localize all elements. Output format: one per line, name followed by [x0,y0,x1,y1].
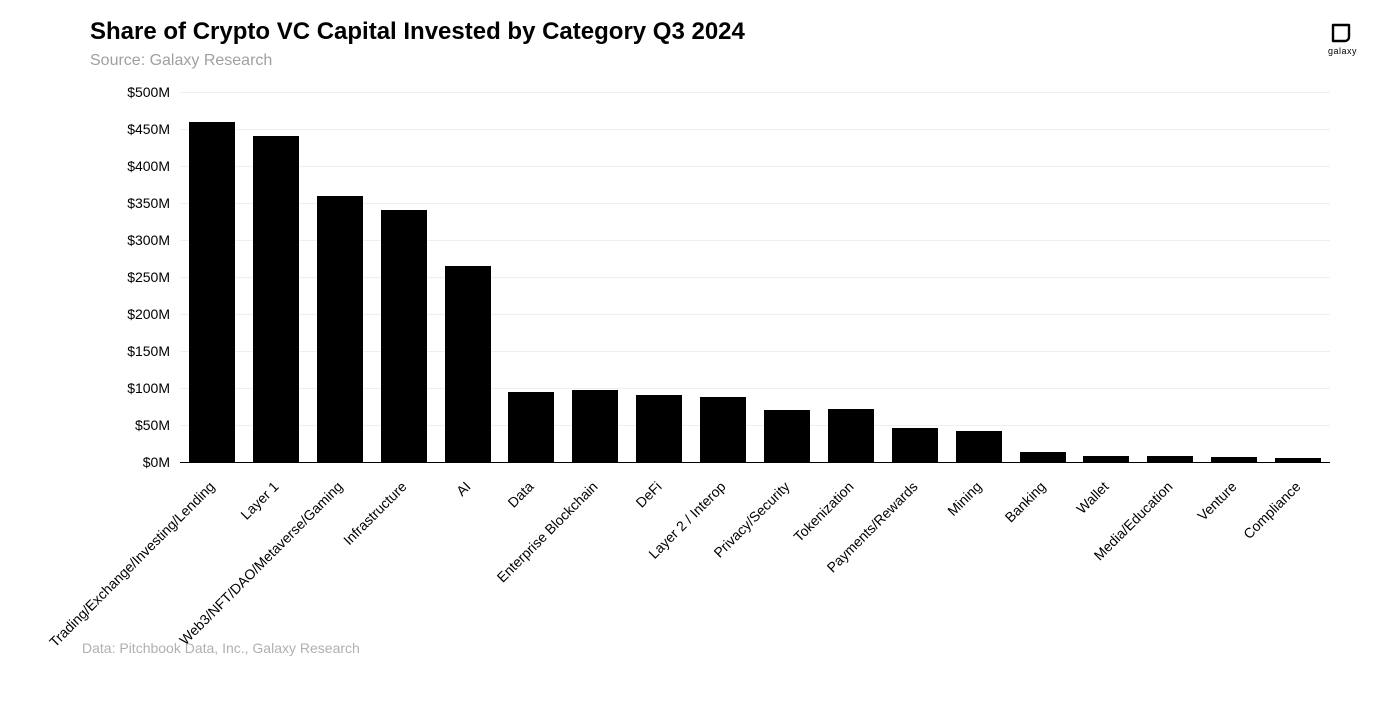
bar [764,410,810,462]
x-tick-label: Enterprise Blockchain [377,478,600,701]
x-tick-label: Banking [825,478,1048,701]
chart-title: Share of Crypto VC Capital Invested by C… [90,18,745,46]
grid-line [180,129,1330,130]
x-tick-label: Infrastructure [186,478,409,701]
y-tick-label: $200M [110,306,170,322]
y-tick-label: $400M [110,158,170,174]
bar [381,210,427,462]
bar [1083,456,1129,462]
galaxy-logo-icon [1330,22,1352,44]
bar [700,397,746,462]
bar [1147,456,1193,462]
brand-logo-label: galaxy [1328,46,1354,56]
x-tick-label: Web3/NFT/DAO/Metaverse/Gaming [122,478,345,701]
y-tick-label: $250M [110,269,170,285]
bar [1020,452,1066,462]
bar [253,136,299,462]
y-tick-label: $450M [110,121,170,137]
x-tick-label: Payments/Rewards [697,478,920,701]
bar [317,196,363,462]
y-tick-label: $300M [110,232,170,248]
x-axis-line [180,462,1330,463]
grid-line [180,166,1330,167]
x-tick-label: Venture [1016,478,1239,701]
bar [508,392,554,462]
x-tick-label: DeFi [441,478,664,701]
chart-subtitle: Source: Galaxy Research [90,52,272,70]
bar [445,266,491,462]
x-tick-label: Media/Education [952,478,1175,701]
x-tick-label: Mining [761,478,984,701]
bar [636,395,682,462]
y-tick-label: $50M [110,417,170,433]
chart-page: { "header": { "title": "Share of Crypto … [0,0,1384,676]
grid-line [180,92,1330,93]
x-tick-label: AI [250,478,473,701]
bar [572,390,618,462]
bar [189,122,235,462]
bar [1275,458,1321,462]
brand-logo: galaxy [1328,22,1354,56]
x-tick-label: Wallet [889,478,1112,701]
x-tick-label: Trading/Exchange/Investing/Lending [0,478,218,701]
bar [1211,457,1257,462]
y-tick-label: $350M [110,195,170,211]
x-tick-label: Layer 1 [58,478,281,701]
y-tick-label: $150M [110,343,170,359]
y-tick-label: $500M [110,84,170,100]
y-tick-label: $100M [110,380,170,396]
bar [956,431,1002,462]
y-tick-label: $0M [110,454,170,470]
x-tick-label: Tokenization [633,478,856,701]
x-tick-label: Privacy/Security [569,478,792,701]
x-tick-label: Compliance [1080,478,1303,701]
bar [892,428,938,462]
bar [828,409,874,462]
chart-plot-area: $0M$50M$100M$150M$200M$250M$300M$350M$40… [180,92,1330,462]
x-tick-label: Layer 2 / Interop [505,478,728,701]
x-tick-label: Data [314,478,537,701]
chart-footer: Data: Pitchbook Data, Inc., Galaxy Resea… [82,640,360,656]
